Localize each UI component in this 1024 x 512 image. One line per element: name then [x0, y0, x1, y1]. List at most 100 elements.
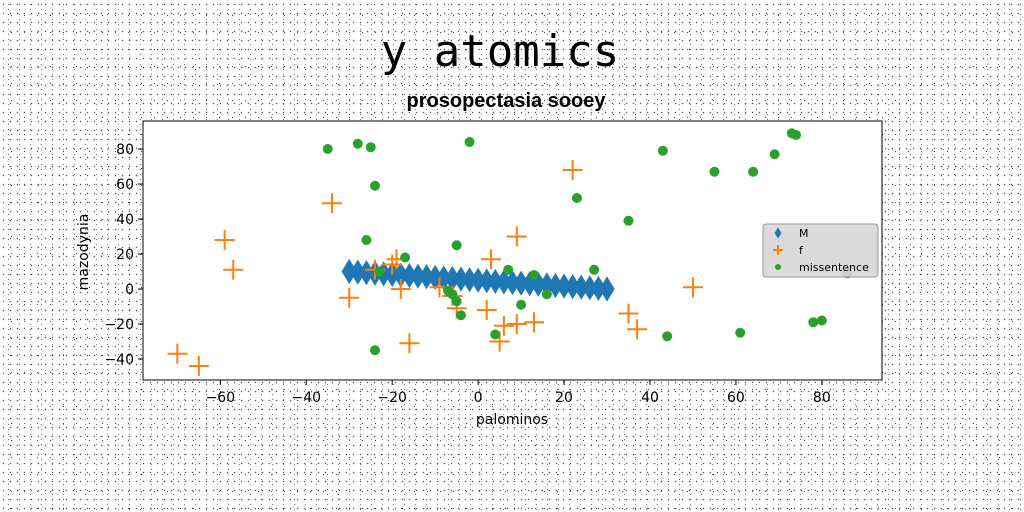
data-point	[816, 315, 827, 326]
data-point	[513, 270, 529, 296]
data-point	[590, 275, 607, 302]
data-point	[455, 310, 466, 321]
plot-area	[143, 121, 882, 380]
data-point	[791, 130, 802, 140]
data-point	[618, 303, 639, 324]
x-tick-label: −20	[377, 390, 407, 406]
data-point	[582, 275, 598, 301]
x-axis-label: palominos	[476, 412, 548, 428]
legend-box	[762, 223, 879, 278]
data-point	[748, 166, 759, 177]
data-point	[479, 268, 495, 294]
data-point	[361, 235, 372, 245]
data-point	[481, 249, 502, 270]
y-tick-label: 60	[116, 177, 134, 193]
data-point	[382, 254, 403, 275]
data-point	[322, 144, 333, 154]
y-tick-label: −20	[104, 317, 134, 333]
legend-label: f	[799, 244, 804, 257]
data-point	[506, 226, 527, 247]
legend: Mf missentence	[762, 223, 879, 278]
x-tick-label: 80	[813, 390, 831, 406]
x-tick-label: −60	[206, 390, 236, 406]
data-point	[410, 263, 426, 289]
data-point	[214, 230, 235, 250]
data-point	[523, 312, 544, 333]
chart-subtitle: prosopectasia sooey	[407, 90, 607, 112]
data-point	[769, 149, 780, 160]
data-point	[418, 264, 435, 290]
data-point	[493, 315, 514, 336]
data-point	[436, 265, 452, 291]
data-point	[188, 356, 209, 376]
data-point	[352, 138, 363, 149]
chart-title: y atomics	[381, 26, 619, 77]
data-point	[365, 142, 376, 153]
data-point	[400, 252, 411, 263]
data-point	[167, 343, 188, 364]
data-point	[453, 266, 469, 292]
data-point	[490, 329, 501, 340]
data-point	[556, 273, 572, 299]
data-point	[735, 327, 746, 338]
data-point	[506, 314, 527, 334]
data-point	[401, 262, 418, 289]
data-point	[461, 267, 478, 293]
data-point	[682, 277, 703, 298]
data-point	[503, 264, 514, 275]
x-tick-label: 0	[474, 390, 483, 406]
data-point	[541, 289, 552, 300]
legend-marker	[774, 227, 782, 239]
data-point	[358, 260, 375, 286]
data-point	[562, 160, 583, 180]
data-point	[623, 215, 634, 226]
legend-label: missentence	[799, 261, 869, 274]
data-point	[451, 296, 462, 307]
data-point	[547, 272, 564, 299]
data-point	[464, 137, 475, 147]
y-tick-label: 80	[116, 142, 134, 158]
data-point	[470, 267, 486, 293]
data-point	[589, 264, 600, 275]
data-point	[223, 259, 244, 280]
y-axis-label: mazodynia	[76, 214, 92, 291]
data-point	[374, 266, 385, 277]
data-point	[496, 269, 512, 295]
x-tick-label: 20	[555, 390, 573, 406]
data-point	[516, 299, 527, 310]
data-point	[370, 180, 381, 191]
x-axis-ticks: −60 −40 −20 0 20 40 60 80	[206, 380, 831, 406]
data-point	[709, 166, 720, 177]
legend-marker	[773, 245, 783, 255]
plot-frame	[142, 120, 883, 381]
data-point	[573, 274, 589, 300]
y-axis-ticks: −40 −20 0 20 40 60 80	[104, 142, 143, 368]
legend-label: M	[799, 227, 809, 240]
data-point	[339, 287, 360, 308]
data-point	[451, 240, 462, 251]
data-point	[444, 265, 460, 292]
data-point	[487, 268, 503, 295]
data-point	[565, 274, 581, 300]
y-tick-label: 40	[116, 212, 134, 228]
data-point	[599, 276, 615, 302]
y-tick-label: 20	[116, 247, 134, 263]
data-point	[808, 317, 819, 328]
series-f	[167, 160, 703, 376]
data-point	[662, 331, 673, 342]
legend-marker	[775, 264, 781, 270]
data-point	[322, 193, 343, 214]
y-tick-label: −40	[104, 352, 134, 368]
data-point	[476, 300, 497, 320]
x-tick-label: 60	[727, 390, 745, 406]
y-tick-label: 0	[125, 282, 134, 298]
data-point	[370, 345, 381, 356]
x-tick-label: −40	[291, 390, 321, 406]
x-tick-label: 40	[641, 390, 659, 406]
data-point	[627, 319, 648, 340]
data-point	[657, 145, 668, 156]
data-point	[390, 279, 411, 299]
data-point	[571, 193, 582, 203]
data-point	[528, 270, 539, 280]
